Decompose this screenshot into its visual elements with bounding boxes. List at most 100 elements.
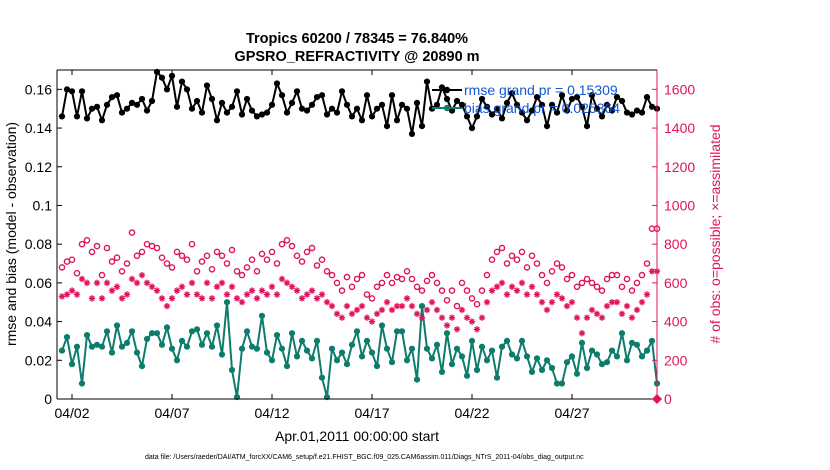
- possible-point-112: [618, 283, 626, 291]
- rmse-point-115: [633, 107, 641, 114]
- y-tick-label-7: 0.14: [25, 120, 52, 136]
- possible-point-44: [278, 240, 286, 248]
- bias-point-91: [513, 355, 521, 362]
- bias-point-46: [288, 330, 296, 337]
- rmse-point-30: [208, 95, 216, 103]
- possible-point-57: [343, 273, 351, 281]
- assimilated-point-85: [483, 299, 491, 306]
- possible-point-6: [88, 248, 96, 256]
- possible-point-104: [578, 279, 586, 287]
- rmse-point-1: [63, 86, 71, 93]
- possible-point-73: [423, 277, 431, 285]
- rmse-point-101: [563, 107, 571, 114]
- assimilated-point-21: [163, 302, 171, 310]
- assimilated-point-14: [128, 275, 136, 283]
- bias-point-71: [413, 376, 421, 383]
- rmse-point-8: [98, 117, 106, 124]
- rmse-point-94: [528, 107, 536, 114]
- bias-point-60: [358, 353, 366, 360]
- assimilated-point-7: [93, 279, 101, 287]
- x-tick-label-1: 04/07: [154, 405, 189, 421]
- assimilated-point-73: [423, 306, 431, 314]
- rmse-point-35: [233, 88, 241, 95]
- assimilated-point-50: [308, 287, 316, 294]
- rmse-point-107: [593, 105, 601, 112]
- possible-point-7: [93, 242, 101, 250]
- possible-point-16: [138, 248, 146, 256]
- assimilated-point-23: [173, 287, 181, 294]
- assimilated-point-26: [188, 279, 196, 287]
- assimilated-point-58: [348, 310, 356, 318]
- bias-point-93: [523, 353, 531, 360]
- rmse-point-0: [58, 113, 66, 120]
- possible-point-45: [283, 236, 291, 244]
- rmse-point-70: [408, 130, 416, 137]
- possible-point-39: [253, 267, 261, 275]
- assimilated-point-110: [608, 299, 616, 306]
- bias-point-74: [428, 355, 436, 362]
- assimilated-point-63: [373, 310, 381, 318]
- bias-point-30: [208, 343, 216, 350]
- bias-point-64: [378, 322, 386, 329]
- assimilated-point-10: [108, 287, 116, 294]
- possible-point-12: [118, 267, 126, 275]
- rmse-point-90: [508, 90, 516, 97]
- rmse-point-44: [278, 92, 286, 99]
- assimilated-point-71: [413, 310, 421, 318]
- assimilated-point-108: [598, 314, 606, 321]
- rmse-point-36: [238, 111, 246, 118]
- possible-point-102: [568, 271, 576, 279]
- possible-point-41: [263, 256, 271, 264]
- rmse-point-72: [418, 123, 426, 130]
- bias-point-78: [448, 361, 456, 368]
- possible-point-31: [213, 248, 221, 256]
- possible-point-66: [388, 279, 396, 287]
- possible-point-76: [438, 287, 446, 294]
- assimilated-point-111: [613, 299, 621, 306]
- bias-point-76: [438, 368, 446, 375]
- rmse-point-26: [188, 105, 196, 112]
- possible-point-79: [453, 302, 461, 310]
- bias-point-79: [453, 345, 461, 352]
- bias-point-3: [73, 343, 81, 350]
- assimilated-point-114: [628, 314, 636, 321]
- bias-point-82: [468, 337, 476, 344]
- bias-point-107: [593, 351, 601, 358]
- rmse-point-45: [283, 109, 291, 116]
- rmse-point-84: [478, 95, 486, 103]
- bias-point-13: [123, 339, 131, 346]
- bias-point-55: [333, 357, 341, 364]
- bias-point-69: [403, 357, 411, 364]
- assimilated-point-98: [548, 299, 556, 306]
- possible-point-88: [498, 244, 506, 252]
- rmse-point-77: [443, 95, 451, 103]
- possible-point-71: [413, 283, 421, 291]
- assimilated-point-11: [113, 283, 121, 290]
- legend-rmse-marker: [443, 86, 451, 94]
- assimilated-point-92: [518, 279, 526, 287]
- possible-point-49: [303, 248, 311, 256]
- assimilated-point-93: [523, 291, 531, 298]
- rmse-point-37: [243, 95, 251, 103]
- possible-point-98: [548, 267, 556, 275]
- rmse-point-18: [148, 97, 156, 105]
- rmse-point-59: [353, 105, 361, 112]
- assimilated-point-117: [643, 291, 651, 298]
- possible-point-55: [333, 279, 341, 287]
- bias-point-24: [178, 337, 186, 344]
- bias-point-25: [183, 343, 191, 350]
- bias-point-100: [558, 380, 566, 387]
- y-tick-label-1: 0.02: [25, 352, 52, 368]
- possible-point-23: [173, 248, 181, 256]
- bias-point-14: [128, 328, 136, 335]
- x-tick-label-2: 04/12: [254, 405, 289, 421]
- rmse-point-88: [498, 115, 506, 122]
- bias-point-62: [368, 349, 376, 356]
- possible-point-105: [583, 275, 591, 283]
- bias-point-16: [138, 363, 146, 370]
- bias-point-105: [583, 364, 591, 372]
- rmse-point-96: [538, 101, 546, 108]
- rmse-point-95: [533, 94, 541, 101]
- rmse-point-61: [363, 92, 371, 99]
- assimilated-point-82: [468, 318, 476, 325]
